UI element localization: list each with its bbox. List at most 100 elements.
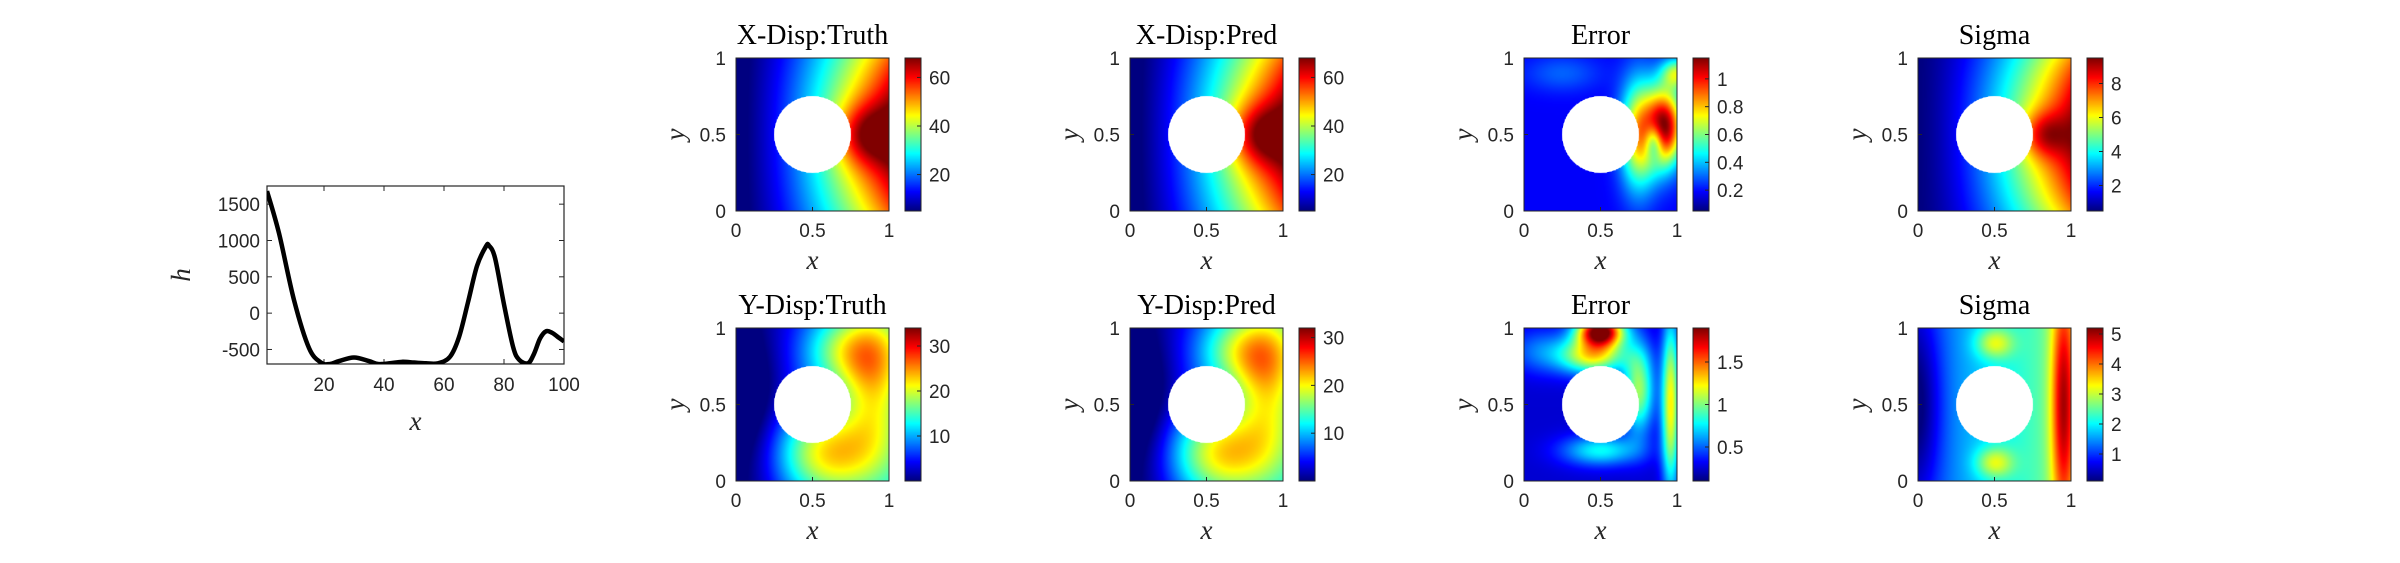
x-tick-label: 1	[2066, 491, 2077, 512]
y-tick-label: 500	[228, 268, 260, 289]
colorbar-frame	[904, 57, 922, 212]
colorbar	[2087, 328, 2103, 481]
y-tick-label: 0.5	[1882, 126, 1908, 147]
y-tick-label: 0	[1897, 472, 1908, 493]
y-tick-label: 0	[249, 304, 260, 325]
x-axis-label: x	[1988, 515, 2001, 545]
colorbar-tick-label: 0.5	[1717, 438, 1743, 459]
colorbar-tick-label: 1	[1717, 396, 1728, 417]
heatmap-panel-3: Error 0 0.5 1 0 0.5 1 x y 0.2 0.4 0.6 0.8 1	[1448, 20, 1744, 275]
colorbar-tick-label: 30	[929, 337, 950, 358]
x-tick-label: 1	[1672, 491, 1683, 512]
y-tick-label: 0.5	[1882, 396, 1908, 417]
colorbar	[905, 58, 921, 211]
colorbar-tick-label: 1	[1717, 70, 1728, 91]
colorbar-tick-label: 30	[1323, 329, 1344, 350]
x-axis-label: x	[806, 515, 819, 545]
colorbar	[2087, 58, 2103, 211]
colorbar	[1299, 58, 1315, 211]
panel-title: X-Disp:Truth	[737, 20, 888, 51]
y-tick-label: 0.5	[1488, 396, 1514, 417]
y-tick-label: -500	[222, 340, 260, 361]
heatmap-panel-1: X-Disp:Truth 0 0.5 1 0 0.5 1 x y 20 40 60	[660, 20, 950, 275]
hole-disc	[774, 366, 851, 443]
panel-title: Y-Disp:Truth	[738, 290, 886, 321]
x-tick-label: 0	[1519, 491, 1530, 512]
colorbar-tick-label: 6	[2111, 109, 2122, 130]
y-axis-label: y	[660, 398, 690, 413]
y-tick-label: 1	[715, 319, 726, 340]
colorbar-tick-label: 20	[1323, 376, 1344, 397]
x-tick-label: 0	[1519, 221, 1530, 242]
line-chart: 20 40 60 80 100 1500 1000 500 0 -500 x h	[166, 185, 580, 436]
y-tick-label: 1	[1897, 319, 1908, 340]
colorbar-tick-label: 40	[929, 117, 950, 138]
x-axis-label: x	[1988, 245, 2001, 275]
colorbar-tick-label: 10	[929, 427, 950, 448]
panel-title: Sigma	[1959, 290, 2031, 321]
x-tick-label: 0	[1125, 491, 1136, 512]
colorbar-tick-label: 8	[2111, 75, 2122, 96]
heatmap-panel-4: Sigma 0 0.5 1 0 0.5 1 x y 2 4 6 8	[1842, 20, 2122, 275]
x-tick-label: 0	[1125, 221, 1136, 242]
y-tick-label: 0	[1503, 202, 1514, 223]
y-tick-label: 1	[1503, 49, 1514, 70]
x-tick-label: 100	[548, 375, 580, 396]
colorbar-tick-label: 5	[2111, 325, 2122, 346]
colorbar-frame	[904, 327, 922, 482]
y-axis-label: h	[166, 268, 196, 282]
x-tick-label: 0.5	[1981, 491, 2007, 512]
x-tick-label: 0.5	[1193, 221, 1219, 242]
x-tick-label: 1	[2066, 221, 2077, 242]
y-axis-label: y	[1842, 398, 1872, 413]
x-tick-label: 0	[731, 221, 742, 242]
y-tick-label: 0	[1109, 472, 1120, 493]
x-axis-label: x	[1200, 245, 1213, 275]
y-tick-label: 0.5	[1094, 396, 1120, 417]
colorbar	[905, 328, 921, 481]
y-tick-label: 0.5	[700, 396, 726, 417]
y-axis-label: y	[1448, 398, 1478, 413]
hole-disc	[1956, 366, 2033, 443]
heatmap-panel-8: Sigma 0 0.5 1 0 0.5 1 x y 1 2 3 4 5	[1842, 290, 2122, 545]
x-tick-label: 60	[433, 375, 454, 396]
colorbar-tick-label: 20	[1323, 166, 1344, 187]
x-tick-label: 0.5	[1981, 221, 2007, 242]
x-tick-label: 1	[1672, 221, 1683, 242]
x-tick-label: 1	[884, 221, 895, 242]
x-axis-label: x	[1200, 515, 1213, 545]
x-tick-label: 20	[313, 375, 334, 396]
x-tick-label: 0.5	[1587, 221, 1613, 242]
panel-title: Error	[1571, 20, 1631, 51]
x-tick-label: 0.5	[799, 221, 825, 242]
x-tick-label: 0	[1913, 221, 1924, 242]
colorbar	[1299, 328, 1315, 481]
x-tick-label: 0.5	[1587, 491, 1613, 512]
colorbar-tick-label: 10	[1323, 424, 1344, 445]
y-tick-label: 1	[1503, 319, 1514, 340]
y-axis-label: y	[660, 128, 690, 143]
y-tick-label: 0.5	[1094, 126, 1120, 147]
colorbar-tick-label: 0.2	[1717, 181, 1743, 202]
y-axis-label: y	[1054, 128, 1084, 143]
colorbar-tick-label: 0.6	[1717, 126, 1743, 147]
y-tick-label: 0	[1109, 202, 1120, 223]
x-tick-label: 0.5	[1193, 491, 1219, 512]
hole-disc	[1956, 96, 2033, 173]
heatmap-panel-2: X-Disp:Pred 0 0.5 1 0 0.5 1 x y 20 40 60	[1054, 20, 1344, 275]
colorbar	[1693, 58, 1709, 211]
colorbar-tick-label: 0.4	[1717, 153, 1744, 174]
x-tick-label: 1	[884, 491, 895, 512]
x-tick-label: 0	[1913, 491, 1924, 512]
colorbar-tick-label: 2	[2111, 415, 2122, 436]
colorbar-tick-label: 3	[2111, 385, 2122, 406]
x-tick-label: 0	[731, 491, 742, 512]
y-tick-label: 0.5	[700, 126, 726, 147]
y-tick-label: 0.5	[1488, 126, 1514, 147]
panel-title: Sigma	[1959, 20, 2031, 51]
y-tick-label: 1500	[218, 195, 260, 216]
x-axis-label: x	[409, 406, 422, 436]
y-tick-label: 0	[715, 202, 726, 223]
